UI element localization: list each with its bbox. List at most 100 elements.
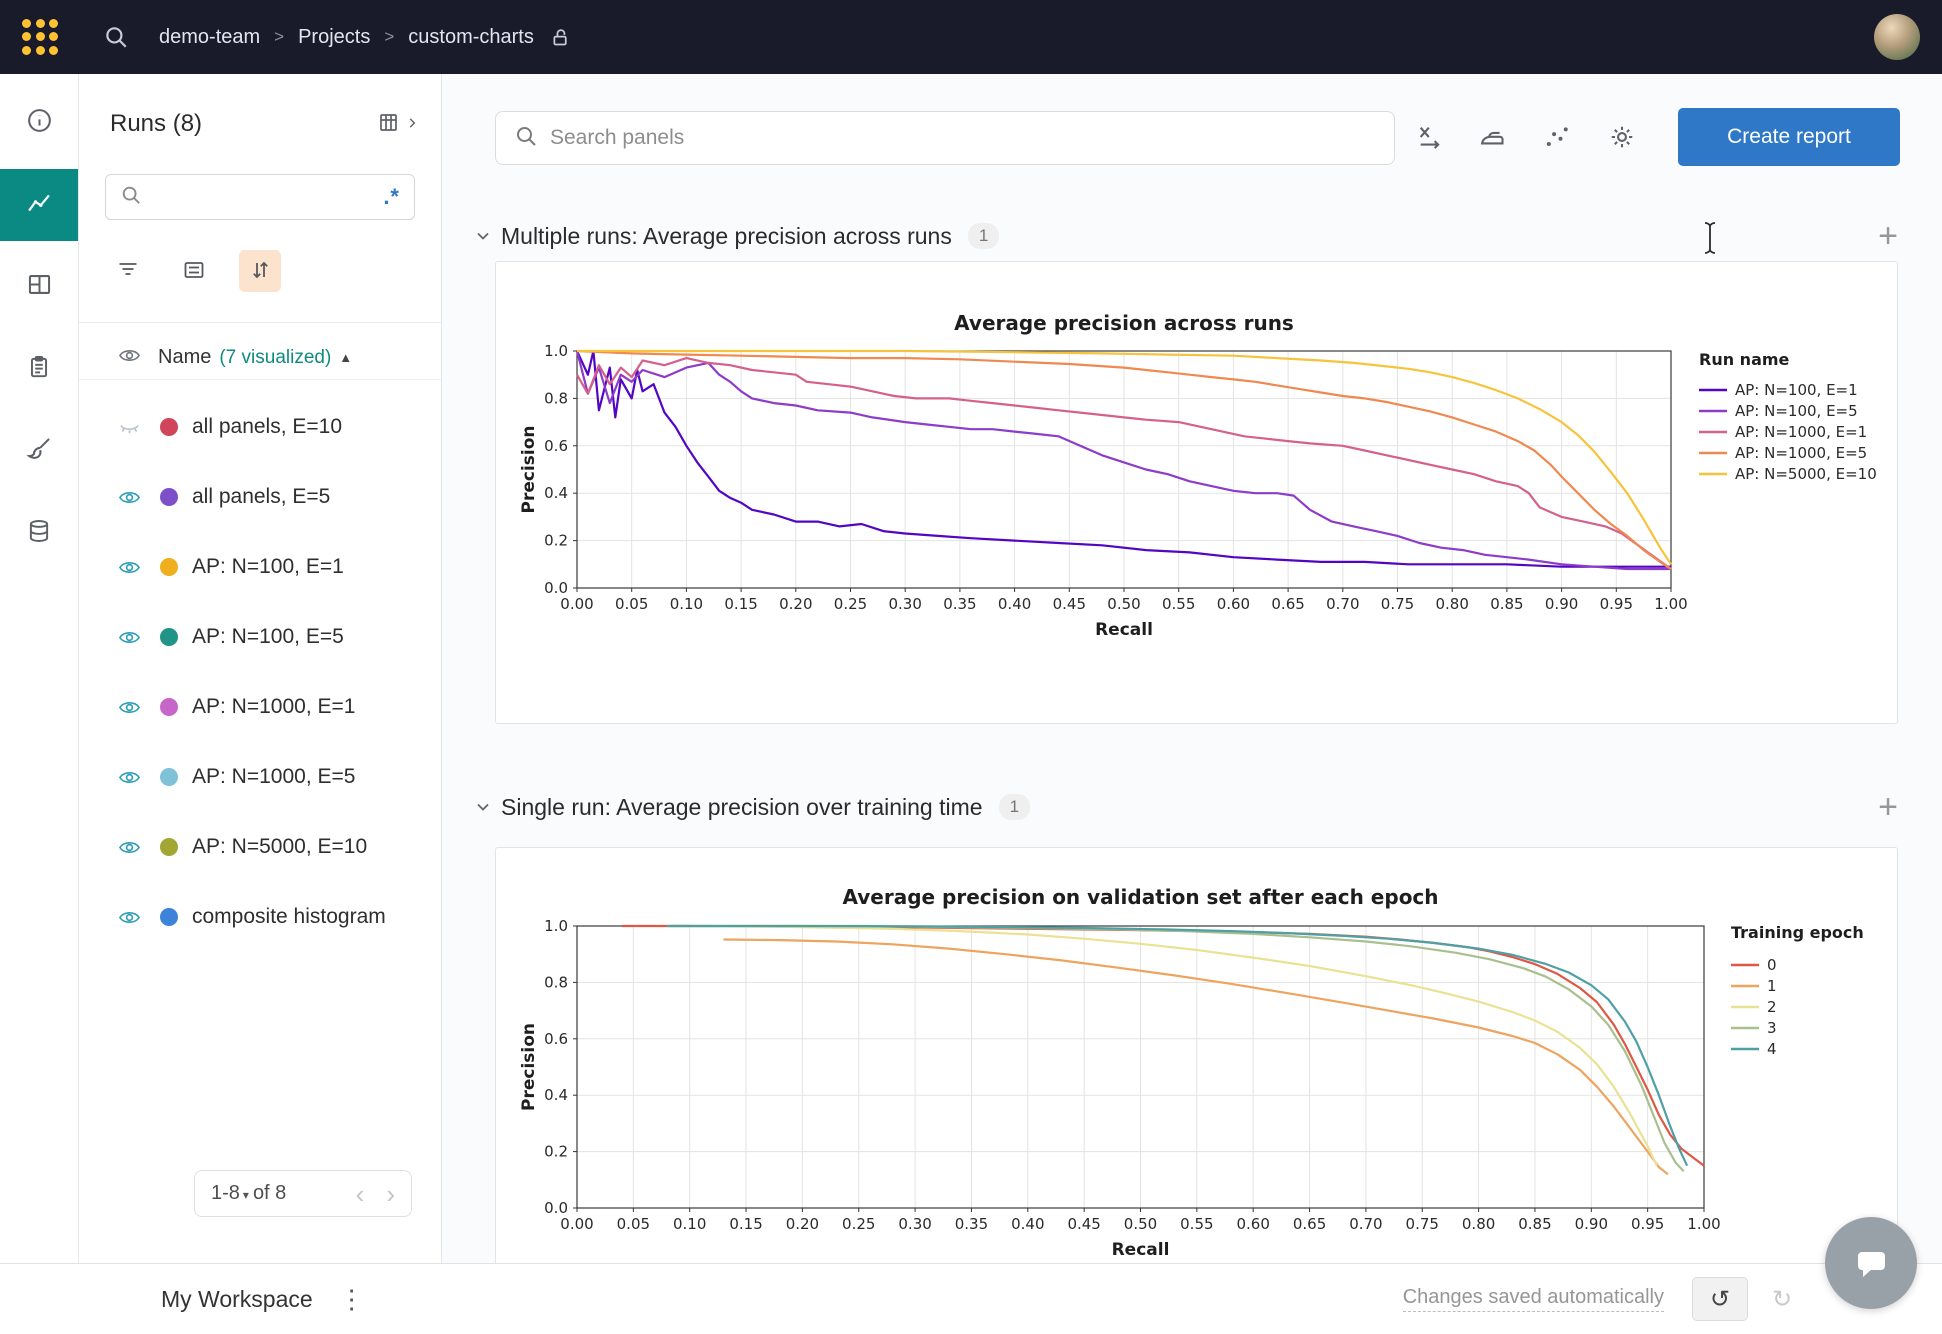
svg-text:0.00: 0.00	[560, 595, 593, 613]
panels-grid-icon	[26, 271, 53, 303]
svg-text:0.55: 0.55	[1162, 595, 1195, 613]
svg-text:0.90: 0.90	[1575, 1215, 1608, 1233]
chat-button[interactable]	[1825, 1217, 1917, 1309]
runs-search-input[interactable]	[152, 185, 384, 209]
legend-entry: AP: N=5000, E=10	[1735, 465, 1877, 483]
chart-panel-average-precision-across-runs: 0.00 0.05 0.10 0.15 0.20 0.25 0.30 0.35 0.40 0.45…	[495, 261, 1898, 724]
caret-down-icon[interactable]: ▾	[242, 1187, 249, 1202]
create-report-button[interactable]: Create report	[1678, 108, 1900, 166]
run-row[interactable]: composite histogram	[79, 882, 441, 952]
breadcrumb-team[interactable]: demo-team	[159, 25, 261, 48]
svg-text:0.20: 0.20	[779, 595, 812, 613]
page-range[interactable]: 1-8	[211, 1182, 240, 1204]
rail-item-overview[interactable]	[0, 87, 78, 159]
svg-text:0.45: 0.45	[1053, 595, 1086, 613]
svg-text:0.10: 0.10	[670, 595, 703, 613]
svg-text:0.25: 0.25	[842, 1215, 875, 1233]
add-panel-button[interactable]: +	[1878, 217, 1898, 255]
svg-text:0.30: 0.30	[898, 1215, 931, 1233]
x-axis-label: Recall	[1095, 620, 1153, 640]
run-row[interactable]: AP: N=1000, E=5	[79, 742, 441, 812]
run-color-dot	[160, 418, 178, 436]
legend-title: Run name	[1699, 350, 1790, 369]
workspace-main: Create report Multiple runs: Average pre…	[442, 74, 1942, 1334]
chevron-down-icon[interactable]	[473, 226, 493, 246]
section-title: Single run: Average precision over train…	[501, 793, 983, 820]
group-runs-button[interactable]	[173, 250, 215, 292]
regex-toggle[interactable]: .*	[383, 184, 400, 209]
top-navbar: demo-team > Projects > custom-charts	[0, 0, 1942, 74]
divider	[79, 322, 441, 323]
chart-panel-average-precision-validation: 0.00 0.05 0.10 0.15 0.20 0.25 0.30 0.35 0.40 0.45…	[495, 847, 1898, 1322]
svg-text:0.85: 0.85	[1490, 595, 1523, 613]
chevron-down-icon[interactable]	[473, 797, 493, 817]
line-chart-icon	[25, 189, 53, 222]
run-row[interactable]: all panels, E=5	[79, 462, 441, 532]
rail-item-panels[interactable]	[0, 251, 78, 323]
legend-entry: AP: N=100, E=5	[1735, 402, 1858, 420]
svg-text:1.0: 1.0	[544, 342, 568, 360]
eye-icon[interactable]	[118, 556, 142, 579]
wandb-logo[interactable]	[22, 18, 59, 56]
svg-text:0.70: 0.70	[1349, 1215, 1382, 1233]
svg-text:0.70: 0.70	[1326, 595, 1359, 613]
svg-text:0.05: 0.05	[615, 595, 648, 613]
legend-entry: AP: N=100, E=1	[1735, 381, 1858, 399]
rail-item-charts[interactable]	[0, 169, 78, 241]
autosave-status[interactable]: Changes saved automatically	[1402, 1286, 1664, 1312]
run-row[interactable]: AP: N=1000, E=1	[79, 672, 441, 742]
smoothing-settings-button[interactable]	[1470, 116, 1514, 160]
next-page-button[interactable]: ›	[386, 1178, 395, 1209]
user-avatar[interactable]	[1874, 14, 1920, 60]
panel-settings-button[interactable]	[1600, 116, 1644, 160]
svg-text:0.0: 0.0	[544, 1199, 568, 1217]
svg-text:0.2: 0.2	[544, 1143, 568, 1161]
eye-icon[interactable]	[118, 344, 141, 372]
eye-icon[interactable]	[118, 766, 142, 789]
breadcrumb-project-name[interactable]: custom-charts	[408, 25, 534, 48]
breadcrumb: demo-team > Projects > custom-charts	[159, 26, 571, 49]
rail-item-sweeps[interactable]	[0, 415, 78, 487]
x-axis-settings-button[interactable]	[1408, 116, 1452, 160]
eye-icon[interactable]	[118, 836, 142, 859]
undo-button[interactable]: ↺	[1692, 1277, 1748, 1321]
outliers-settings-button[interactable]	[1535, 116, 1579, 160]
filter-runs-button[interactable]	[107, 250, 149, 292]
eye-off-icon[interactable]	[118, 416, 142, 439]
eye-icon[interactable]	[118, 626, 142, 649]
run-row[interactable]: AP: N=5000, E=10	[79, 812, 441, 882]
run-color-dot	[160, 838, 178, 856]
eye-icon[interactable]	[118, 906, 142, 929]
eye-icon[interactable]	[118, 696, 142, 719]
search-panels-input[interactable]	[550, 126, 1376, 150]
rail-item-logs[interactable]	[0, 333, 78, 405]
svg-text:0.00: 0.00	[560, 1215, 593, 1233]
breadcrumb-projects[interactable]: Projects	[298, 25, 371, 48]
svg-text:0.35: 0.35	[943, 595, 976, 613]
prev-page-button[interactable]: ‹	[355, 1178, 365, 1209]
add-panel-button[interactable]: +	[1878, 788, 1898, 826]
redo-button[interactable]: ↻	[1754, 1277, 1810, 1321]
lock-open-icon	[550, 27, 571, 48]
svg-text:0.6: 0.6	[544, 437, 568, 455]
svg-text:0.20: 0.20	[786, 1215, 819, 1233]
name-column-header[interactable]: Name	[158, 346, 212, 368]
expand-runs-table-button[interactable]	[378, 111, 419, 138]
svg-text:0.25: 0.25	[834, 595, 867, 613]
navbar-search-icon[interactable]	[103, 24, 129, 50]
run-row[interactable]: AP: N=100, E=5	[79, 602, 441, 672]
run-color-dot	[160, 558, 178, 576]
run-row[interactable]: all panels, E=10	[79, 392, 441, 462]
run-name: AP: N=100, E=5	[192, 625, 344, 648]
rail-item-artifacts[interactable]	[0, 497, 78, 569]
run-row[interactable]: AP: N=100, E=1	[79, 532, 441, 602]
svg-text:0.75: 0.75	[1381, 595, 1414, 613]
eye-icon[interactable]	[118, 486, 142, 509]
sort-runs-button[interactable]	[239, 250, 281, 292]
run-name: all panels, E=5	[192, 485, 331, 508]
series-line	[576, 356, 1672, 570]
search-icon	[120, 184, 142, 211]
y-axis-label: Precision	[519, 1023, 539, 1111]
workspace-menu-button[interactable]: ⋮	[338, 1283, 365, 1314]
